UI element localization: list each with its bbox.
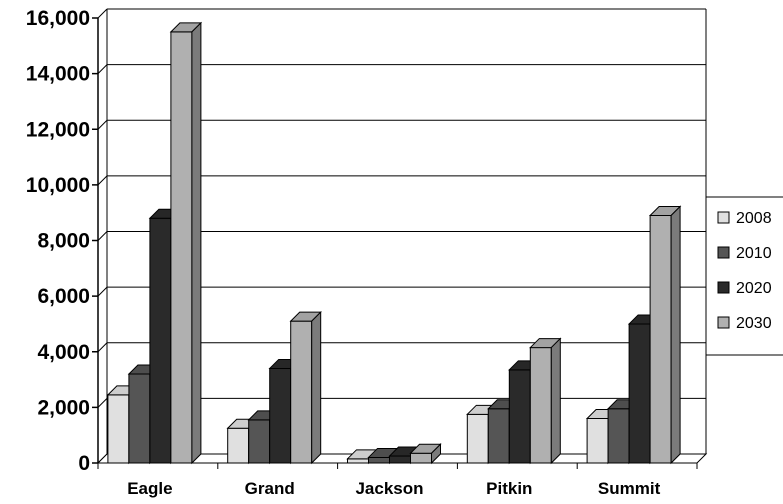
legend-swatch-2020 [717, 281, 730, 294]
x-category-label: Jackson [355, 479, 423, 498]
y-tick-label: 4,000 [37, 341, 90, 364]
bar-grand-2030 [289, 310, 322, 465]
y-tick-label: 6,000 [37, 285, 90, 308]
y-tick-label: 14,000 [26, 63, 90, 86]
legend-label-2010: 2010 [736, 245, 772, 262]
bar-pitkin-2030 [529, 337, 562, 465]
gridline-wall-diagonal [97, 398, 108, 408]
y-tick-label: 16,000 [26, 7, 90, 30]
bar-eagle-2030 [169, 21, 203, 465]
y-axis-tick-labels: 0 2,000 4,000 6,000 8,000 10,000 12,000 14,000 1… [26, 7, 98, 475]
x-category-label: Pitkin [486, 479, 532, 498]
x-category-label: Summit [598, 479, 661, 498]
legend-swatch-2030 [717, 316, 730, 329]
legend-label-2008: 2008 [736, 210, 772, 227]
gridline-wall-diagonal [97, 175, 108, 186]
legend-swatch-2008 [717, 211, 730, 224]
legend: 2008 2010 2020 2030 [705, 196, 783, 356]
gridline-wall-diagonal [97, 286, 108, 297]
x-category-label: Grand [245, 479, 295, 498]
gridline-wall-diagonal [97, 8, 108, 19]
gridline-wall-diagonal [97, 119, 108, 130]
legend-swatch-2010 [717, 246, 730, 259]
bar-summit-2030 [648, 205, 682, 465]
legend-label-2020: 2020 [736, 280, 772, 297]
bar-jackson-2030 [409, 443, 442, 465]
y-tick-label: 12,000 [26, 118, 90, 141]
gridline-wall-diagonal [97, 342, 108, 353]
y-tick-label: 0 [78, 452, 90, 475]
gridlines [97, 8, 706, 464]
x-category-label: Eagle [127, 479, 172, 498]
gridline-wall-diagonal [97, 231, 108, 241]
legend-label-2030: 2030 [736, 315, 772, 332]
gridline-wall-diagonal [97, 64, 108, 74]
y-tick-label: 2,000 [37, 396, 90, 419]
x-axis-category-labels: Eagle Grand Jackson Pitkin Summit [97, 463, 698, 498]
bars [106, 21, 682, 465]
y-tick-label: 8,000 [37, 230, 90, 253]
y-tick-label: 10,000 [26, 174, 90, 197]
